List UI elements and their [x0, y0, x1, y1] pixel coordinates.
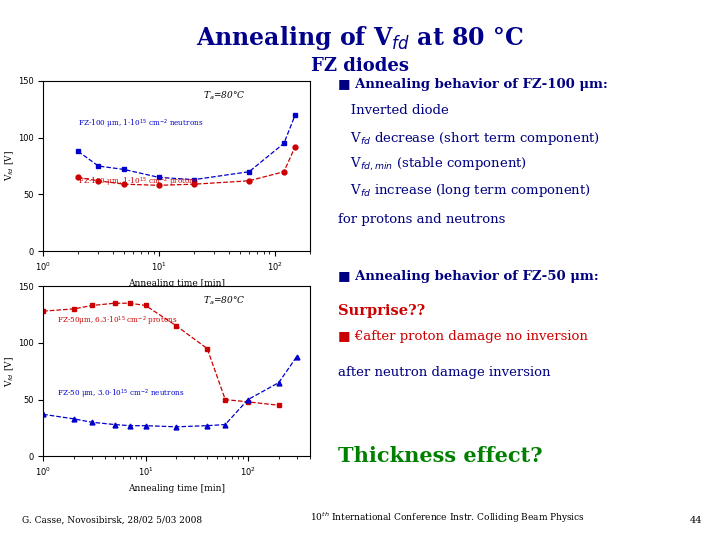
Text: FZ-100 μm, 1·10$^{15}$ cm$^{-2}$ protons: FZ-100 μm, 1·10$^{15}$ cm$^{-2}$ protons	[78, 176, 199, 189]
Text: G. Casse, Novosibirsk, 28/02 5/03 2008: G. Casse, Novosibirsk, 28/02 5/03 2008	[22, 516, 202, 525]
Text: T$_a$=80°C: T$_a$=80°C	[203, 294, 246, 307]
Text: 10$^{th}$ International Conference Instr. Colliding Beam Physics: 10$^{th}$ International Conference Instr…	[310, 510, 585, 525]
Text: ■ €after proton damage no inversion: ■ €after proton damage no inversion	[338, 329, 588, 342]
Y-axis label: V$_{fd}$ [V]: V$_{fd}$ [V]	[4, 356, 17, 387]
X-axis label: Annealing time [min]: Annealing time [min]	[128, 279, 225, 288]
Text: ■ Annealing behavior of FZ-100 μm:: ■ Annealing behavior of FZ-100 μm:	[338, 78, 608, 91]
Text: Surprise??: Surprise??	[338, 303, 426, 318]
Text: Inverted diode: Inverted diode	[338, 104, 449, 117]
Text: V$_{fd}$ increase (long term component): V$_{fd}$ increase (long term component)	[338, 182, 591, 199]
Text: Annealing of V$_{fd}$ at 80 °C: Annealing of V$_{fd}$ at 80 °C	[196, 24, 524, 52]
Text: FZ diodes: FZ diodes	[311, 57, 409, 75]
Text: FZ-50μm, 6.3·10$^{15}$ cm$^{-2}$ protons: FZ-50μm, 6.3·10$^{15}$ cm$^{-2}$ protons	[56, 315, 177, 328]
Text: V$_{fd,min}$ (stable component): V$_{fd,min}$ (stable component)	[338, 156, 528, 173]
X-axis label: Annealing time [min]: Annealing time [min]	[128, 484, 225, 493]
Text: after neutron damage inversion: after neutron damage inversion	[338, 366, 551, 379]
Text: T$_a$=80°C: T$_a$=80°C	[203, 89, 246, 102]
Text: FZ-100 μm, 1·10$^{15}$ cm$^{-2}$ neutrons: FZ-100 μm, 1·10$^{15}$ cm$^{-2}$ neutron…	[78, 118, 203, 131]
Text: 44: 44	[690, 516, 702, 525]
Text: FZ-50 μm, 3.0·10$^{15}$ cm$^{-2}$ neutrons: FZ-50 μm, 3.0·10$^{15}$ cm$^{-2}$ neutro…	[56, 388, 184, 401]
Text: ■ Annealing behavior of FZ-50 μm:: ■ Annealing behavior of FZ-50 μm:	[338, 270, 599, 283]
Text: for protons and neutrons: for protons and neutrons	[338, 213, 505, 226]
Text: V$_{fd}$ decrease (short term component): V$_{fd}$ decrease (short term component)	[338, 130, 600, 147]
Text: Thickness effect?: Thickness effect?	[338, 446, 543, 465]
Y-axis label: V$_{fd}$ [V]: V$_{fd}$ [V]	[4, 151, 17, 181]
